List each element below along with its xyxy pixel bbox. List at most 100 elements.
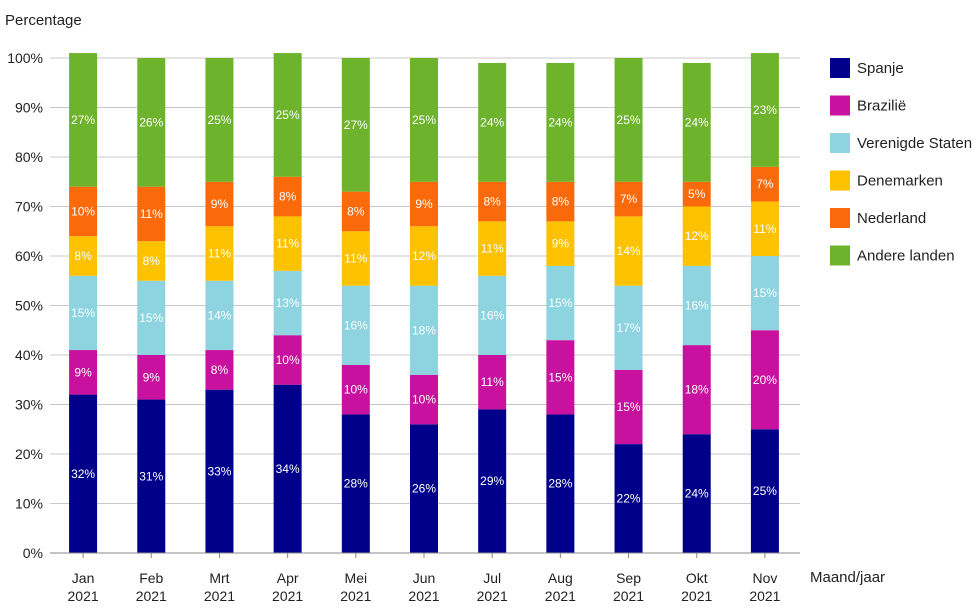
data-label: 5% bbox=[688, 187, 706, 201]
data-label: 25% bbox=[617, 113, 641, 127]
data-label: 28% bbox=[548, 477, 572, 491]
bar-segment bbox=[750, 201, 779, 256]
data-label: 26% bbox=[139, 115, 163, 129]
bar-segment bbox=[750, 256, 779, 331]
y-tick-label: 80% bbox=[15, 149, 43, 165]
bar-segment bbox=[410, 226, 438, 286]
data-label: 23% bbox=[753, 103, 777, 117]
bar-segment bbox=[137, 186, 166, 242]
bar-segment bbox=[273, 176, 302, 217]
bar-segment bbox=[478, 409, 507, 553]
bar-segment bbox=[410, 58, 438, 182]
data-label: 15% bbox=[617, 400, 641, 414]
data-label: 16% bbox=[480, 308, 504, 322]
data-label: 10% bbox=[344, 383, 368, 397]
data-label: 34% bbox=[276, 462, 300, 476]
x-tick-label-month: Jan bbox=[72, 570, 95, 586]
bar-segment bbox=[410, 285, 438, 375]
y-axis-title: Percentage bbox=[5, 12, 82, 29]
x-tick-label-month: Okt bbox=[686, 570, 708, 586]
bar-segment bbox=[614, 216, 643, 286]
bar-segment bbox=[478, 62, 507, 182]
y-tick-label: 30% bbox=[15, 397, 43, 413]
x-tick-label-year: 2021 bbox=[340, 588, 371, 604]
data-label: 8% bbox=[552, 195, 570, 209]
data-label: 10% bbox=[276, 353, 300, 367]
data-label: 11% bbox=[481, 242, 504, 256]
x-tick-label-month: Aug bbox=[548, 570, 573, 586]
bar-segment bbox=[273, 53, 302, 177]
bar-segment bbox=[546, 62, 575, 182]
bar-segment bbox=[205, 280, 234, 351]
legend-swatch bbox=[830, 58, 850, 78]
bar-segment bbox=[682, 345, 711, 435]
bar-segment bbox=[341, 58, 370, 192]
data-label: 17% bbox=[617, 321, 641, 335]
data-label: 8% bbox=[279, 190, 297, 204]
y-tick-labels: 0% 10% 20% 30% 40% 50% 60% 70% 80% 90% 100% bbox=[7, 50, 43, 561]
bar-segment bbox=[546, 414, 575, 553]
x-tick-label-year: 2021 bbox=[613, 588, 644, 604]
bar-segment bbox=[205, 181, 234, 227]
data-label: 24% bbox=[480, 115, 504, 129]
data-label: 16% bbox=[685, 299, 709, 313]
bar-segment bbox=[69, 275, 98, 351]
data-label: 27% bbox=[344, 118, 368, 132]
data-label: 14% bbox=[617, 244, 641, 258]
x-tick-label-year: 2021 bbox=[749, 588, 780, 604]
legend: Spanje Brazilië Verenigde Staten Denemarken… bbox=[830, 58, 972, 266]
data-label: 31% bbox=[139, 469, 163, 483]
data-label: 25% bbox=[276, 108, 300, 122]
data-label: 25% bbox=[207, 113, 231, 127]
bar-segment bbox=[478, 355, 507, 410]
bar-segment bbox=[137, 58, 166, 187]
bar-segment bbox=[137, 280, 166, 355]
data-label: 15% bbox=[753, 286, 777, 300]
data-label: 11% bbox=[481, 375, 504, 389]
data-label: 15% bbox=[548, 296, 572, 310]
bar-segment bbox=[273, 384, 302, 553]
bar-segment bbox=[69, 53, 98, 187]
bar-segment bbox=[410, 424, 438, 553]
legend-swatch bbox=[830, 133, 850, 153]
y-tick-label: 10% bbox=[15, 496, 43, 512]
data-label: 11% bbox=[344, 251, 367, 265]
data-label: 9% bbox=[74, 365, 92, 379]
y-tick-label: 20% bbox=[15, 446, 43, 462]
data-label: 8% bbox=[484, 195, 502, 209]
bar-segment bbox=[205, 58, 234, 182]
bar-segment bbox=[69, 350, 98, 395]
legend-swatch bbox=[830, 245, 850, 266]
legend-swatch bbox=[830, 208, 850, 228]
bar-segment bbox=[750, 166, 779, 202]
y-tick-label: 40% bbox=[15, 347, 43, 363]
bar-segment bbox=[478, 221, 507, 276]
bar-segment bbox=[410, 374, 438, 425]
x-tick-label-year: 2021 bbox=[272, 588, 303, 604]
data-label: 33% bbox=[207, 464, 231, 478]
y-tick-label: 100% bbox=[7, 50, 43, 66]
x-tick-label-month: Apr bbox=[277, 570, 299, 586]
data-label: 26% bbox=[412, 482, 436, 496]
bar-segment bbox=[205, 226, 234, 281]
data-label: 8% bbox=[211, 363, 229, 377]
bar-segment bbox=[682, 181, 711, 207]
x-tick-labels: Jan 2021 Feb 2021 Mrt 2021 Apr 2021 Mei 2021 Jun 20… bbox=[50, 552, 800, 604]
data-label: 11% bbox=[753, 222, 776, 236]
legend-swatch bbox=[830, 170, 850, 191]
bar-segment bbox=[341, 191, 370, 232]
bar-segment bbox=[137, 355, 166, 400]
x-tick-label-month: Feb bbox=[139, 570, 163, 586]
data-label: 7% bbox=[620, 192, 638, 206]
data-label: 14% bbox=[207, 308, 231, 322]
data-label: 11% bbox=[276, 237, 299, 251]
x-tick-label-month: Jun bbox=[413, 570, 436, 586]
data-label: 9% bbox=[211, 197, 229, 211]
data-label: 27% bbox=[71, 113, 95, 127]
x-tick-label-year: 2021 bbox=[204, 588, 235, 604]
data-label: 11% bbox=[208, 247, 231, 261]
bar-segment bbox=[69, 236, 98, 276]
bar-segment bbox=[614, 369, 643, 445]
legend-label: Brazilië bbox=[857, 98, 906, 115]
